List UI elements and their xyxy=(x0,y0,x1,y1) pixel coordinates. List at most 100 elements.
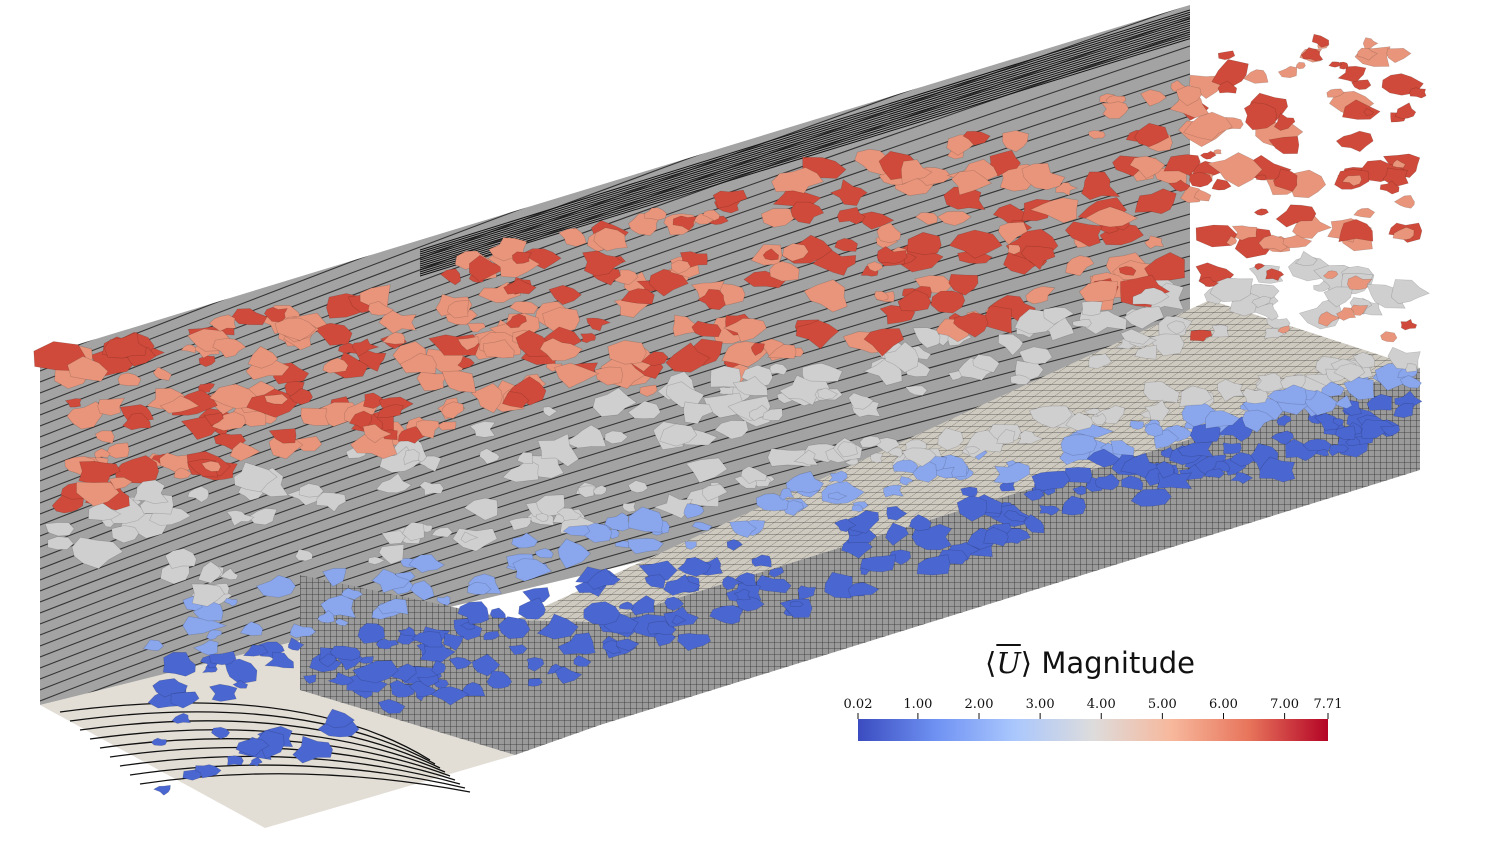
isosurface-blob xyxy=(111,525,140,544)
isosurface-blob xyxy=(1205,410,1241,429)
streamline xyxy=(419,16,1190,257)
isosurface-blob xyxy=(778,374,831,406)
isosurface-blob xyxy=(1229,452,1255,467)
isosurface-blob xyxy=(1311,33,1330,48)
isosurface-blob xyxy=(883,484,904,498)
isosurface-blob xyxy=(685,457,728,484)
isosurface-blob xyxy=(1081,300,1103,317)
isosurface-blob xyxy=(909,514,932,532)
isosurface-blob xyxy=(1276,414,1292,427)
isosurface-blob xyxy=(403,449,420,466)
floor-streamline xyxy=(139,773,471,793)
isosurface-blob xyxy=(557,632,596,655)
isosurface-blob xyxy=(627,400,661,420)
isosurface-blob xyxy=(486,670,513,689)
isosurface-blob xyxy=(647,620,677,636)
isosurface-blob xyxy=(1084,206,1139,228)
isosurface-blob xyxy=(1386,47,1412,64)
isosurface-blob xyxy=(489,607,507,619)
isosurface-blob xyxy=(416,674,440,687)
isosurface-blob xyxy=(615,638,640,651)
isosurface-blob xyxy=(644,207,668,221)
isosurface-blob xyxy=(1400,318,1418,331)
isosurface-blob xyxy=(408,554,446,574)
isosurface-blob xyxy=(1144,252,1185,281)
isosurface-blob xyxy=(1029,197,1079,224)
isosurface-blob xyxy=(1352,351,1376,369)
isosurface-blob xyxy=(582,250,624,277)
isosurface-blob xyxy=(378,544,405,565)
isosurface-blob xyxy=(419,642,457,663)
isosurface-blob xyxy=(1394,102,1417,119)
isosurface-blob xyxy=(795,320,840,350)
isosurface-blob xyxy=(327,672,355,686)
isosurface-blob xyxy=(381,530,406,545)
isosurface-blob xyxy=(466,322,486,333)
isosurface-blob xyxy=(534,548,554,559)
isosurface-blob xyxy=(76,481,120,507)
isosurface-blob xyxy=(677,633,712,652)
isosurface-blob xyxy=(483,630,500,641)
isosurface-blob xyxy=(558,227,587,247)
isosurface-blob xyxy=(242,644,269,657)
isosurface-blob xyxy=(1144,422,1164,437)
isosurface-blob xyxy=(224,658,258,685)
isosurface-blob xyxy=(482,339,515,359)
isosurface-blob xyxy=(1335,130,1374,153)
isosurface-blob xyxy=(750,342,765,356)
isosurface-blob xyxy=(1144,235,1165,249)
isosurface-blob xyxy=(377,404,404,418)
isosurface-blob xyxy=(712,189,748,209)
streamline xyxy=(40,297,1190,658)
isosurface-blob xyxy=(335,618,350,627)
isosurface-blob xyxy=(459,681,486,697)
streamline xyxy=(40,59,1190,471)
isosurface-blob xyxy=(457,336,480,351)
isosurface-blob xyxy=(659,423,698,447)
isosurface-blob xyxy=(298,483,324,498)
isosurface-blob xyxy=(78,460,121,485)
isosurface-blob xyxy=(1031,470,1071,493)
streamline xyxy=(40,227,1190,603)
isosurface-blob xyxy=(208,314,237,332)
isosurface-blob xyxy=(1038,504,1060,516)
isosurface-blob xyxy=(592,484,607,496)
isosurface-blob xyxy=(1144,399,1171,422)
isosurface-blob xyxy=(457,356,475,369)
isosurface-blob xyxy=(264,393,289,405)
isosurface-blob xyxy=(785,471,825,494)
isosurface-blob xyxy=(503,278,537,295)
isosurface-blob xyxy=(1130,488,1172,507)
isosurface-blob xyxy=(325,708,356,728)
isosurface-blob xyxy=(1345,435,1361,447)
isosurface-blob xyxy=(162,651,196,677)
isosurface-blob xyxy=(665,342,711,373)
isosurface-blob xyxy=(829,179,868,206)
isosurface-blob xyxy=(94,430,115,444)
isosurface-blob xyxy=(505,313,527,329)
isosurface-blob xyxy=(911,523,953,551)
streamline xyxy=(419,13,1190,255)
isosurface-blob xyxy=(748,404,769,422)
isosurface-blob xyxy=(1341,174,1362,187)
isosurface-blob xyxy=(950,170,993,196)
isosurface-blob xyxy=(937,427,964,451)
isosurface-blob xyxy=(402,521,425,542)
isosurface-blob xyxy=(263,306,288,323)
isosurface-blob xyxy=(1313,412,1341,431)
isosurface-blob xyxy=(508,644,528,656)
isosurface-blob xyxy=(782,243,809,262)
isosurface-blob xyxy=(512,558,553,582)
isosurface-blob xyxy=(1300,47,1324,62)
isosurface-blob xyxy=(1043,306,1075,325)
isosurface-blob xyxy=(1251,295,1271,309)
isosurface-blob xyxy=(201,460,222,472)
isosurface-blob xyxy=(64,398,82,408)
isosurface-blob xyxy=(397,426,427,444)
isosurface-blob xyxy=(1189,329,1213,342)
isosurface-blob xyxy=(824,571,853,599)
isosurface-blob xyxy=(418,455,442,472)
isosurface-blob xyxy=(255,574,296,598)
colorbar-tick-label: 1.00 xyxy=(903,697,933,712)
isosurface-blob xyxy=(1129,420,1144,430)
